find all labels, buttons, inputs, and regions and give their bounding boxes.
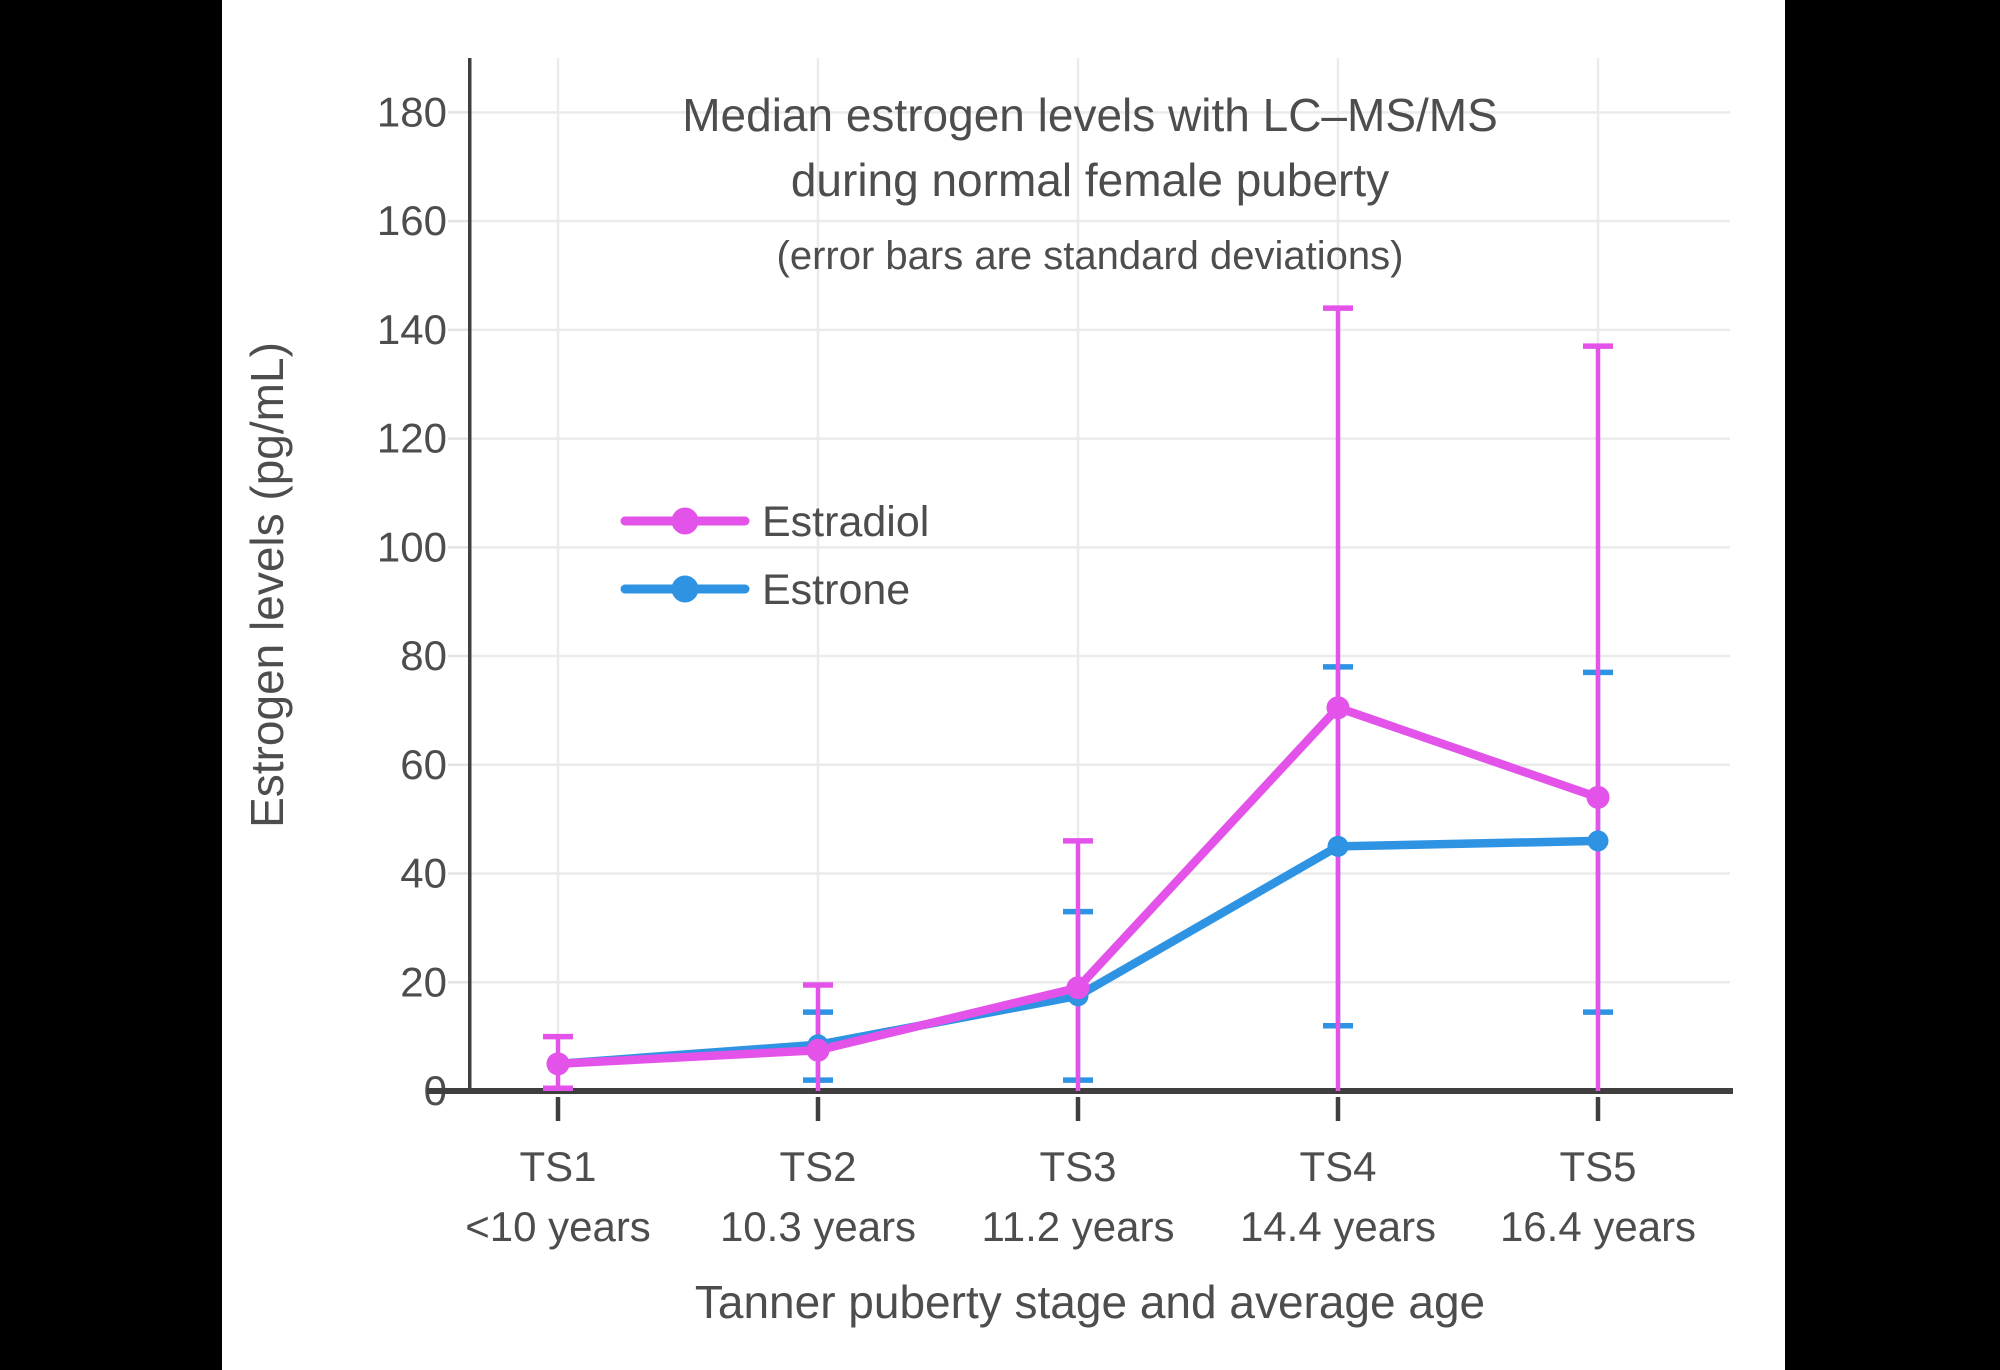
x-tick-label: TS2: [779, 1143, 856, 1190]
legend-item-estradiol: Estradiol: [620, 498, 929, 546]
estradiol-legend-dot: [671, 507, 699, 535]
estrone-data-point: [1327, 835, 1349, 857]
y-tick-label: 60: [400, 741, 447, 788]
y-tick-label: 80: [400, 632, 447, 679]
legend: Estradiol Estrone: [620, 498, 929, 614]
plot-area: 020406080100120140160180TS1<10 yearsTS21…: [377, 58, 1733, 1250]
y-axis-line: [468, 58, 472, 1094]
y-tick-label: 120: [377, 415, 447, 462]
y-tick-label: 180: [377, 88, 447, 135]
estrone-legend-dot: [671, 575, 699, 603]
legend-item-estrone: Estrone: [620, 566, 910, 614]
chart-panel-background: [222, 0, 1785, 1370]
x-tick-label: TS3: [1039, 1143, 1116, 1190]
category-age-label: 16.4 years: [1500, 1203, 1696, 1250]
y-tick-label: 40: [400, 850, 447, 897]
chart-title-line-2: during normal female puberty: [791, 154, 1389, 206]
estrone-data-point: [1587, 830, 1609, 852]
category-age-label: 14.4 years: [1240, 1203, 1436, 1250]
estradiol-data-point: [546, 1052, 570, 1076]
y-tick-label: 140: [377, 306, 447, 353]
x-tick-label: TS1: [519, 1143, 596, 1190]
estradiol-data-point: [1586, 785, 1610, 809]
category-age-label: <10 years: [465, 1203, 651, 1250]
category-age-label: 10.3 years: [720, 1203, 916, 1250]
chart-subtitle: (error bars are standard deviations): [777, 234, 1404, 278]
estrone-legend-label: Estrone: [762, 566, 910, 614]
x-axis-title: Tanner puberty stage and average age: [695, 1276, 1485, 1328]
y-tick-label: 100: [377, 523, 447, 570]
y-tick-label: 20: [400, 958, 447, 1005]
y-axis-title: Estrogen levels (pg/mL): [241, 342, 293, 828]
estradiol-data-point: [1066, 976, 1090, 1000]
chart-title-line-1: Median estrogen levels with LC–MS/MS: [682, 89, 1498, 141]
estradiol-data-point: [806, 1038, 830, 1062]
x-tick-label: TS5: [1559, 1143, 1636, 1190]
category-age-label: 11.2 years: [982, 1203, 1175, 1250]
estradiol-data-point: [1326, 696, 1350, 720]
x-tick-label: TS4: [1299, 1143, 1376, 1190]
estradiol-legend-label: Estradiol: [762, 498, 929, 546]
y-tick-label: 160: [377, 197, 447, 244]
